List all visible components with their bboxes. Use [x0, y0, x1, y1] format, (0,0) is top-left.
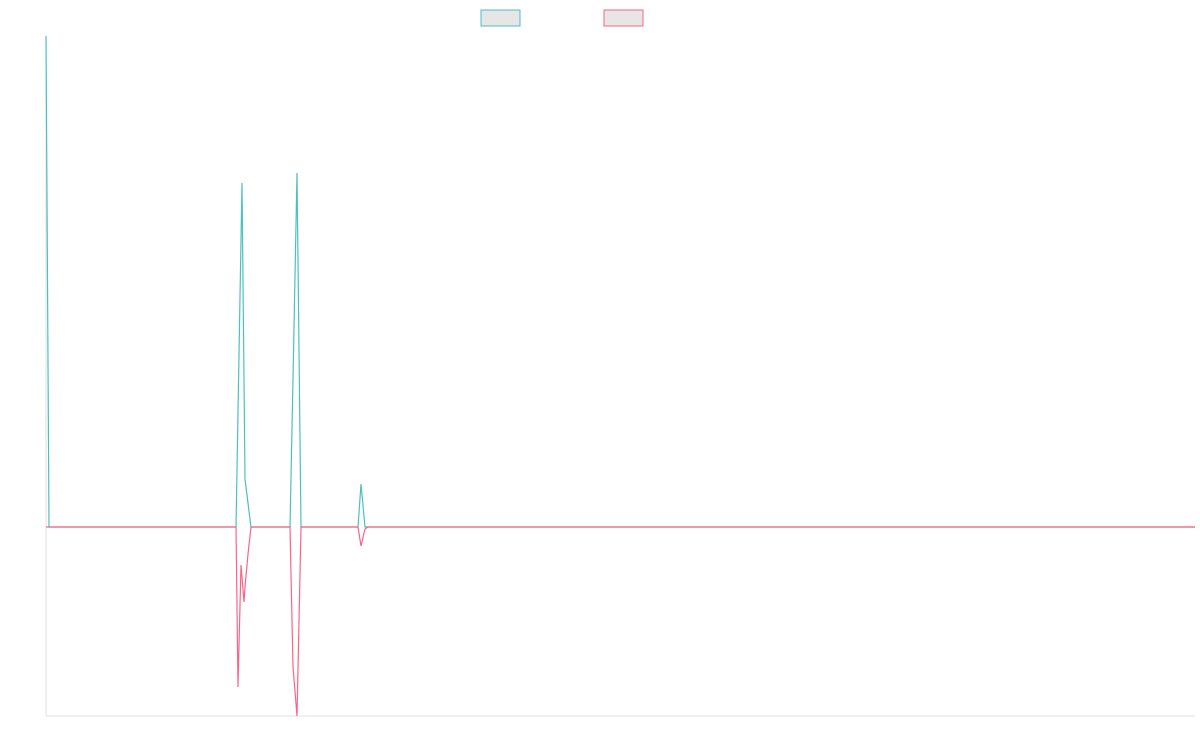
legend-swatch[interactable] — [480, 9, 521, 27]
series-line — [45, 35, 1195, 528]
legend-swatch[interactable] — [603, 9, 644, 27]
series-line — [46, 526, 1195, 717]
